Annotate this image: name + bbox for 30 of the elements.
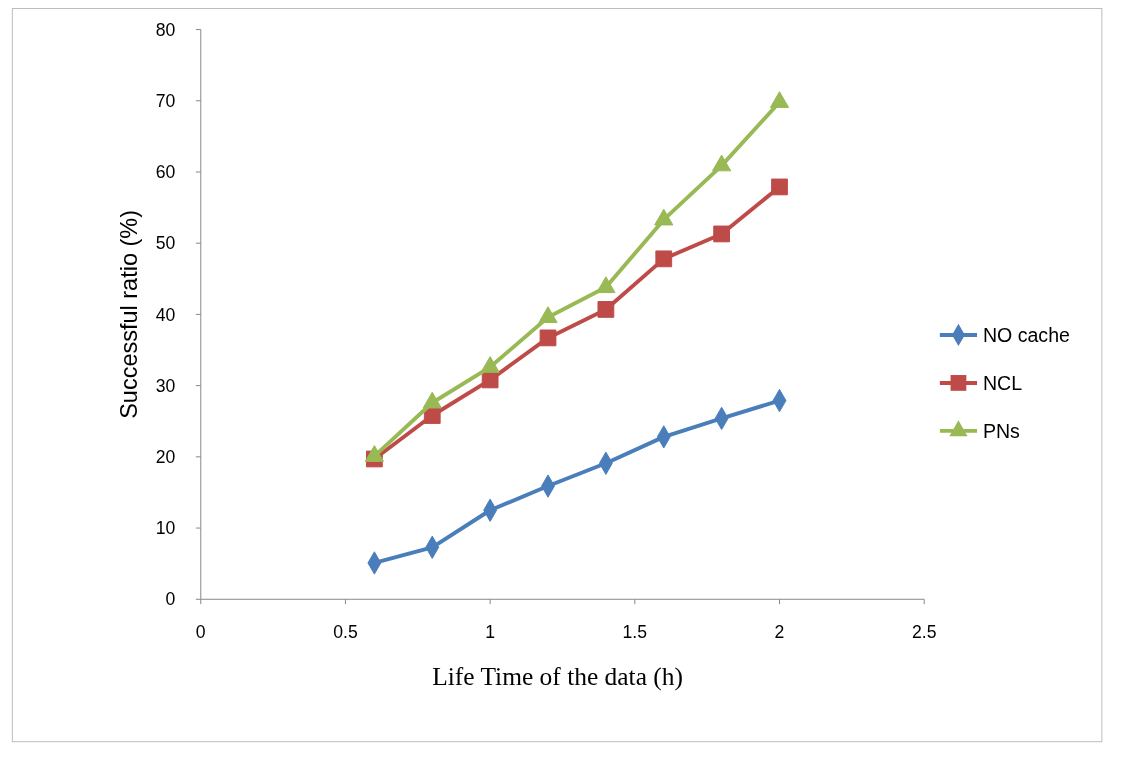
- y-tick-label: 0: [165, 589, 176, 610]
- y-axis-title: Successful ratio (%): [116, 209, 143, 419]
- y-tick-label: 30: [155, 375, 176, 396]
- point: [655, 250, 673, 268]
- y-tick-label: 20: [155, 447, 176, 467]
- x-tick-label: 2: [774, 622, 785, 643]
- legend-label: NO cache: [982, 323, 1071, 346]
- point: [596, 276, 616, 294]
- legend-label: PNs: [982, 419, 1021, 442]
- y-tick-label: 80: [155, 19, 176, 40]
- x-axis-title: Life Time of the data (h): [432, 662, 683, 692]
- x-tick-label: 1.5: [622, 622, 648, 643]
- point: [769, 91, 790, 108]
- legend-label: NCL: [982, 371, 1023, 394]
- point: [481, 371, 499, 389]
- x-tick-label: 2.5: [911, 622, 937, 643]
- y-tick-label: 10: [155, 518, 176, 539]
- y-tick-label: 40: [155, 304, 176, 325]
- y-tick-label: 60: [155, 162, 176, 183]
- x-tick-label: 0.5: [333, 622, 358, 643]
- point: [771, 178, 788, 196]
- point: [712, 154, 732, 172]
- y-tick-label: 70: [155, 90, 176, 111]
- y-tick-label: 50: [155, 233, 176, 254]
- x-tick-label: 0: [195, 622, 206, 643]
- x-tick-label: 1: [485, 622, 496, 643]
- point: [597, 301, 615, 318]
- point: [713, 225, 731, 243]
- point: [539, 329, 557, 347]
- point: [654, 208, 674, 226]
